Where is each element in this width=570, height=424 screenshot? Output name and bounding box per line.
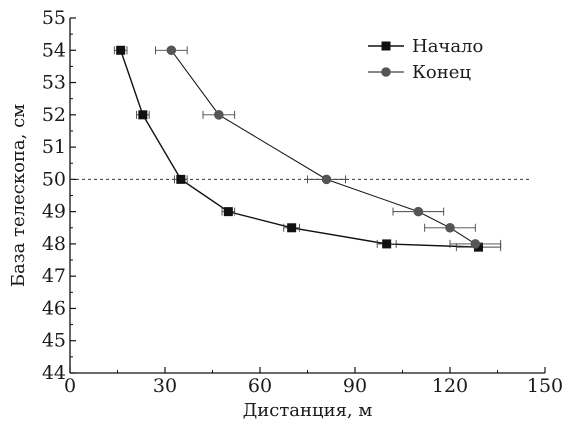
data-point-circle xyxy=(166,45,177,56)
x-axis-title: Дистанция, м xyxy=(243,400,373,421)
y-tick-label: 50 xyxy=(42,168,66,190)
legend-marker-square xyxy=(381,41,391,51)
data-point-circle xyxy=(470,239,481,249)
data-point-square xyxy=(382,239,392,249)
data-point-circle xyxy=(214,110,224,120)
y-tick-label: 45 xyxy=(42,330,66,352)
legend: Начало Конец xyxy=(368,36,483,83)
data-point-square xyxy=(223,207,233,217)
data-point-square xyxy=(176,174,186,184)
y-tick-label: 55 xyxy=(42,7,66,29)
data-point-square xyxy=(116,45,126,55)
series-layer xyxy=(113,45,502,252)
x-tick-label: 150 xyxy=(527,375,563,397)
legend-label: Конец xyxy=(412,62,471,83)
data-point-square xyxy=(287,223,297,233)
series-konets xyxy=(155,45,502,249)
y-tick-label: 49 xyxy=(42,201,66,223)
legend-marker-circle xyxy=(381,67,391,77)
x-tick-label: 120 xyxy=(432,375,468,397)
y-tick-label: 46 xyxy=(42,297,66,319)
legend-label: Начало xyxy=(412,36,483,57)
x-tick-label: 30 xyxy=(153,375,177,397)
y-axis-title: База телескопа, см xyxy=(8,104,29,287)
y-tick-label: 44 xyxy=(42,362,66,384)
series-line xyxy=(170,49,476,245)
y-tick-label: 53 xyxy=(42,72,66,94)
data-point-circle xyxy=(321,174,332,185)
y-tick-label: 51 xyxy=(42,136,66,158)
data-point-circle xyxy=(413,206,424,217)
y-tick-label: 48 xyxy=(42,233,66,255)
x-tick-label: 60 xyxy=(248,375,272,397)
y-tick-label: 52 xyxy=(42,104,66,126)
data-point-square xyxy=(138,110,148,120)
y-tick-label: 47 xyxy=(42,265,66,287)
axes: 0 30 60 90 120 150 44 45 46 47 48 49 50 51 52 53 54 55 xyxy=(42,7,563,397)
series-nachalo xyxy=(113,45,502,252)
data-point-circle xyxy=(445,222,455,233)
x-tick-label: 0 xyxy=(64,375,76,397)
x-tick-label: 90 xyxy=(343,375,367,397)
y-tick-label: 54 xyxy=(42,39,66,61)
